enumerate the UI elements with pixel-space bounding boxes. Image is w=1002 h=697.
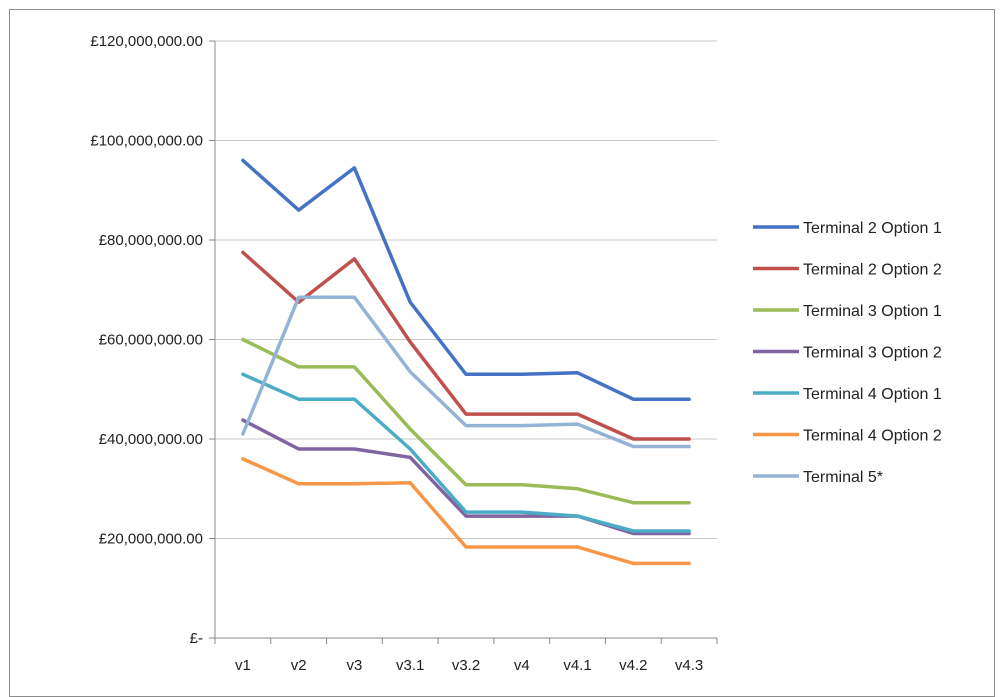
series-line	[241, 457, 691, 566]
x-axis-tick-labels: v1 v2 v3 v3.1 v3.2 v4 v4.1 v4.2 v4.3	[235, 657, 703, 674]
legend-label: Terminal 2 Option 1	[803, 220, 942, 237]
x-tick-label: v3.2	[452, 657, 480, 674]
legend-label: Terminal 4 Option 2	[803, 428, 942, 445]
y-tick-label: £80,000,000.00	[99, 232, 203, 249]
legend-label: Terminal 3 Option 1	[803, 303, 942, 320]
series-line	[241, 295, 691, 449]
x-tick-label: v4	[514, 657, 530, 674]
series-line	[241, 250, 691, 441]
y-tick-label: £-	[190, 630, 203, 647]
x-tick-label: v3	[347, 657, 363, 674]
y-tick-label: £120,000,000.00	[90, 33, 203, 50]
y-tick-label: £60,000,000.00	[99, 332, 203, 349]
legend-label: Terminal 4 Option 1	[803, 386, 942, 403]
y-tick-label: £100,000,000.00	[90, 133, 203, 150]
series-line	[241, 418, 691, 536]
series-line	[241, 158, 691, 401]
y-axis-tick-labels: £- £20,000,000.00 £40,000,000.00 £60,000,00…	[90, 33, 203, 647]
x-tick-label: v4.2	[619, 657, 647, 674]
legend-label: Terminal 2 Option 2	[803, 262, 942, 279]
legend-label: Terminal 5*	[803, 469, 883, 486]
y-tick-label: £40,000,000.00	[99, 431, 203, 448]
chart-frame: £- £20,000,000.00 £40,000,000.00 £60,000,00…	[9, 9, 995, 697]
x-tick-label: v2	[291, 657, 307, 674]
x-axis	[214, 41, 718, 644]
series-line	[241, 372, 691, 533]
x-tick-label: v3.1	[396, 657, 424, 674]
x-tick-label: v4.3	[675, 657, 703, 674]
legend-label: Terminal 3 Option 2	[803, 345, 942, 362]
legend: Terminal 2 Option 1 Terminal 2 Option 2 Te…	[753, 220, 942, 486]
series-line	[241, 337, 691, 505]
y-tick-label: £20,000,000.00	[99, 531, 203, 548]
series-lines	[241, 158, 691, 566]
x-tick-label: v1	[235, 657, 251, 674]
gridlines	[209, 40, 717, 639]
line-chart: £- £20,000,000.00 £40,000,000.00 £60,000,00…	[90, 33, 942, 674]
x-tick-label: v4.1	[563, 657, 591, 674]
